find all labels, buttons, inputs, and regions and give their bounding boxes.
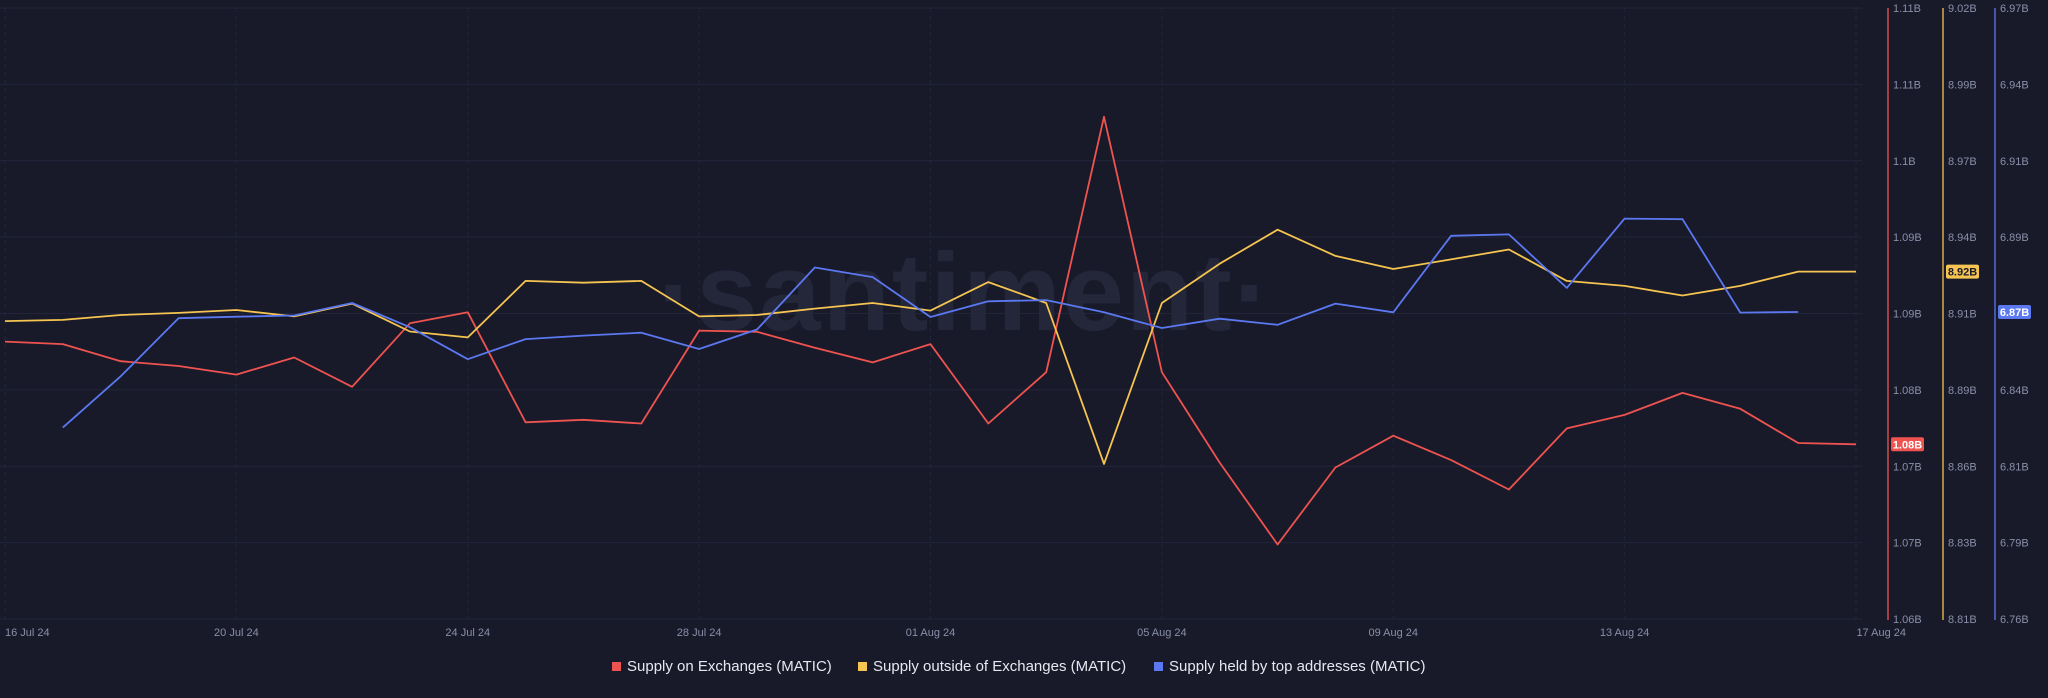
y-tick-label-outside: 9.02B [1948,3,1977,15]
series-line-top [62,217,1799,429]
last-value-badge-text-outside: 8.92B [1948,267,1977,279]
y-tick-label-outside: 8.83B [1948,538,1977,550]
y-tick-label-outside: 8.86B [1948,461,1977,473]
last-value-badge-text-top: 6.87B [2000,307,2029,319]
y-tick-label-top: 6.81B [2000,461,2029,473]
y-tick-label-exchanges: 1.08B [1893,385,1922,397]
x-tick-label: 01 Aug 24 [906,627,956,639]
x-tick-label: 17 Aug 24 [1856,627,1906,639]
x-axis: 16 Jul 24 20 Jul 24 24 Jul 24 28 Jul 24 01 A… [5,627,1906,639]
y-tick-label-outside: 8.91B [1948,309,1977,321]
y-tick-label-exchanges: 1.11B [1893,3,1921,15]
watermark-text: ·santiment· [658,231,1273,354]
y-tick-label-outside: 8.89B [1948,385,1977,397]
legend-label: Supply outside of Exchanges (MATIC) [873,658,1126,675]
last-value-badge-exchanges [1891,437,1924,452]
last-value-badge-outside [1946,264,1979,279]
y-tick-label-exchanges: 1.1B [1893,156,1916,168]
legend: Supply on Exchanges (MATIC) Supply outsid… [612,658,1426,675]
legend-item-outside[interactable]: Supply outside of Exchanges (MATIC) [858,658,1126,675]
y-tick-label-top: 6.76B [2000,614,2029,626]
y-tick-label-exchanges: 1.07B [1893,538,1922,550]
y-tick-label-outside: 8.94B [1948,232,1977,244]
x-tick-label: 24 Jul 24 [445,627,490,639]
y-tick-label-top: 6.91B [2000,156,2029,168]
legend-swatch [1154,662,1163,671]
y-tick-label-exchanges: 1.11B [1893,79,1921,91]
y-tick-label-outside: 8.81B [1948,614,1977,626]
legend-label: Supply on Exchanges (MATIC) [627,658,832,675]
last-value-badge-text-exchanges: 1.08B [1893,439,1922,451]
legend-label: Supply held by top addresses (MATIC) [1169,658,1426,675]
y-tick-label-exchanges: 1.06B [1893,614,1922,626]
y-tick-label-exchanges: 1.07B [1893,461,1922,473]
series-lines [4,115,1857,546]
y-axes: 1.11B 1.11B 1.1B 1.09B 1.09B 1.08B 1.07B 1.07B 1… [1887,3,2031,626]
y-tick-label-top: 6.79B [2000,538,2029,550]
y-tick-label-top: 6.97B [2000,3,2029,15]
y-tick-label-outside: 8.97B [1948,156,1977,168]
y-tick-label-top: 6.89B [2000,232,2029,244]
legend-item-top[interactable]: Supply held by top addresses (MATIC) [1154,658,1426,675]
x-tick-label: 05 Aug 24 [1137,627,1187,639]
legend-swatch [612,662,621,671]
y-tick-label-exchanges: 1.09B [1893,309,1922,321]
y-tick-label-outside: 8.99B [1948,79,1977,91]
x-tick-label: 13 Aug 24 [1600,627,1650,639]
last-value-badge-top [1998,305,2031,320]
y-tick-label-exchanges: 1.09B [1893,232,1922,244]
x-tick-label: 16 Jul 24 [5,627,50,639]
legend-item-exchanges[interactable]: Supply on Exchanges (MATIC) [612,658,832,675]
y-tick-label-top: 6.84B [2000,385,2029,397]
x-tick-label: 09 Aug 24 [1368,627,1418,639]
y-tick-label-top: 6.94B [2000,79,2029,91]
series-line-exchanges [4,115,1857,546]
x-tick-label: 28 Jul 24 [677,627,722,639]
legend-swatch [858,662,867,671]
x-tick-label: 20 Jul 24 [214,627,259,639]
